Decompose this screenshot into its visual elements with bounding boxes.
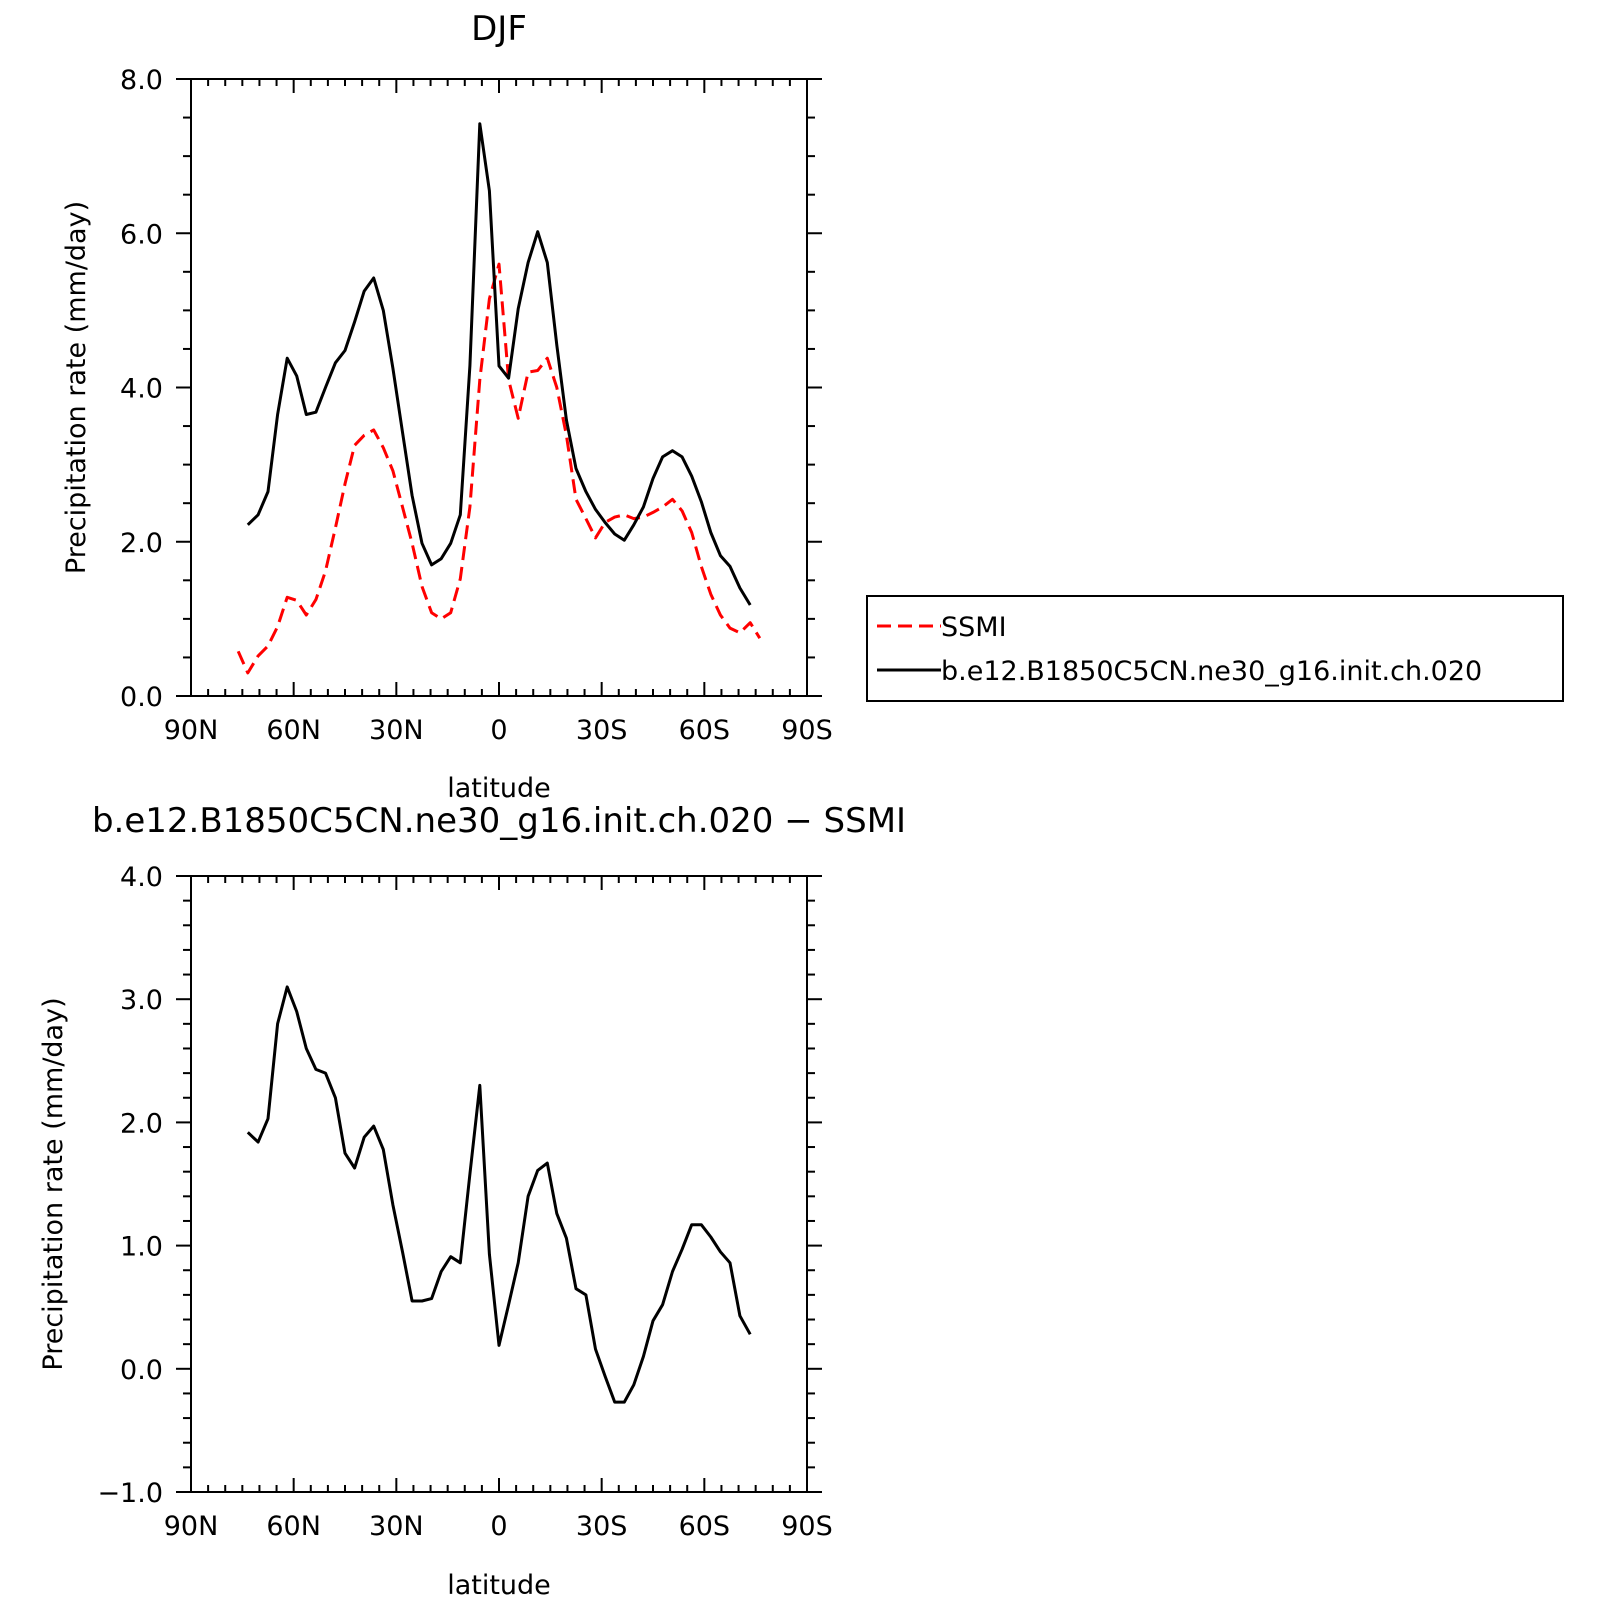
x-tick-label: 60S (679, 715, 731, 746)
series-line-difference (246, 985, 752, 1404)
x-tick-label: 30S (576, 1511, 628, 1542)
x-tick-label: 30N (369, 1511, 424, 1542)
x-tick-label: 30N (369, 715, 424, 746)
x-tick-label: 60S (679, 1511, 731, 1542)
y-tick-label: 1.0 (120, 1232, 163, 1263)
plot-frame (190, 875, 808, 1493)
y-tick-label: 0.0 (120, 682, 163, 713)
y-tick-label: 2.0 (120, 528, 163, 559)
top-panel-djf: DJF 90N 60N 30N 0 30S 60S 90S 0.0 2.0 4.0 6.0 8.0 lat… (61, 9, 1564, 804)
x-tick-label: 90N (164, 715, 219, 746)
chart-title: b.e12.B1850C5CN.ne30_g16.init.ch.020 − S… (92, 801, 906, 841)
x-tick-label: 30S (576, 715, 628, 746)
x-tick-label: 90S (781, 1511, 833, 1542)
bottom-panel-difference: b.e12.B1850C5CN.ne30_g16.init.ch.020 − S… (38, 801, 906, 1601)
y-tick-label: −1.0 (97, 1478, 163, 1509)
x-tick-label: 90S (781, 715, 833, 746)
x-tick-label: 60N (266, 715, 321, 746)
y-axis-label: Precipitation rate (mm/day) (38, 997, 69, 1370)
y-tick-label: 8.0 (120, 65, 163, 96)
x-tick-label: 90N (164, 1511, 219, 1542)
x-tick-label: 60N (266, 1511, 321, 1542)
x-axis-label: latitude (447, 773, 551, 804)
chart-title: DJF (471, 9, 527, 49)
y-tick-label: 4.0 (120, 862, 163, 893)
y-tick-label: 0.0 (120, 1355, 163, 1386)
x-axis-label: latitude (447, 1570, 551, 1601)
series-line-ssmi (236, 262, 762, 675)
y-tick-label: 6.0 (120, 219, 163, 250)
y-tick-label: 4.0 (120, 374, 163, 405)
legend: SSMI b.e12.B1850C5CN.ne30_g16.init.ch.020 (866, 595, 1564, 702)
x-tick-label: 0 (490, 715, 507, 746)
y-tick-label: 2.0 (120, 1108, 163, 1139)
legend-label-0: SSMI (941, 612, 1007, 643)
y-tick-label: 3.0 (120, 985, 163, 1016)
legend-label-1: b.e12.B1850C5CN.ne30_g16.init.ch.020 (941, 656, 1482, 687)
series-line-b-e12-b1850c5cn-ne30-g16-init-ch-020 (246, 122, 752, 606)
y-axis-label: Precipitation rate (mm/day) (61, 201, 92, 574)
x-tick-label: 0 (490, 1511, 507, 1542)
legend-box (866, 595, 1564, 702)
